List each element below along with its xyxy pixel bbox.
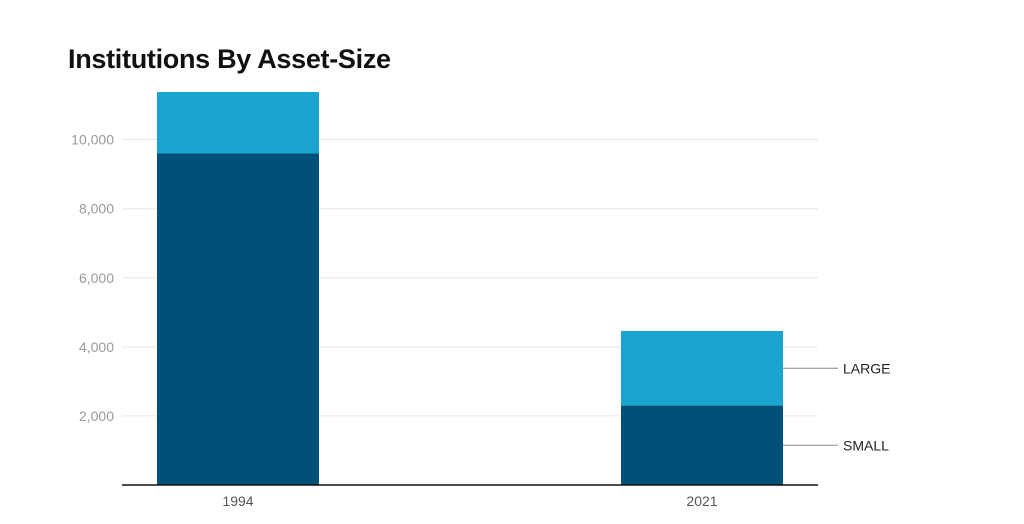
y-axis-ticks: 2,000 4,000 6,000 8,000 10,000 xyxy=(71,132,114,424)
bar-large-2021 xyxy=(621,330,783,406)
y-tick-label: 10,000 xyxy=(71,132,114,148)
bar-small-1994 xyxy=(157,153,319,485)
y-tick-label: 2,000 xyxy=(79,408,114,424)
y-tick-label: 8,000 xyxy=(79,201,114,217)
chart-title: Institutions By Asset-Size xyxy=(68,44,391,74)
bars xyxy=(157,92,783,485)
y-tick-label: 4,000 xyxy=(79,339,114,355)
legend: SMALL LARGE xyxy=(783,360,890,453)
x-axis-labels: 1994 2021 xyxy=(222,493,717,509)
x-tick-label: 1994 xyxy=(222,493,253,509)
legend-label-large: LARGE xyxy=(843,360,890,376)
x-tick-label: 2021 xyxy=(686,493,717,509)
bar-small-2021 xyxy=(621,405,783,485)
legend-label-small: SMALL xyxy=(843,437,889,453)
bar-large-1994 xyxy=(157,92,319,154)
y-tick-label: 6,000 xyxy=(79,270,114,286)
